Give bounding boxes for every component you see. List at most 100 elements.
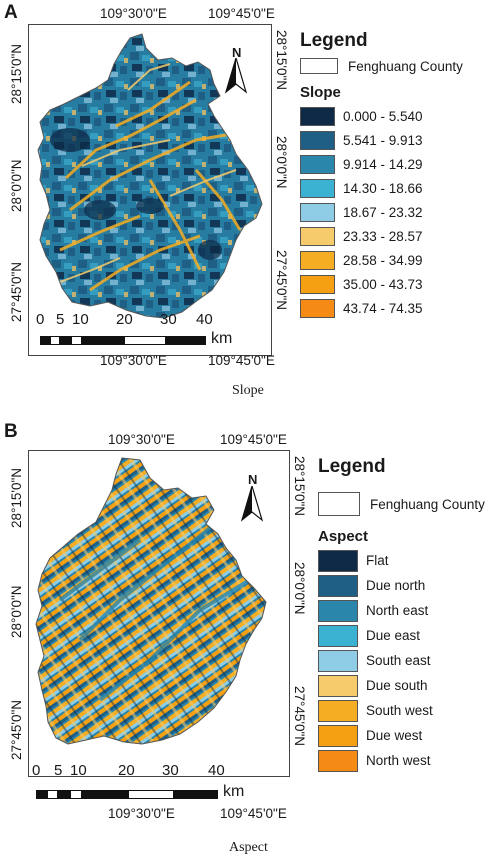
panel-a-legend-swatch: [300, 226, 335, 246]
panel-b-top-coord-2: 109°45'0"E: [220, 432, 287, 447]
panel-b-legend-label: Due east: [366, 628, 421, 643]
panel-b-legend-label: Flat: [366, 553, 389, 568]
panel-b-caption: Aspect: [229, 840, 268, 855]
panel-b-legend-row: North east: [318, 599, 496, 622]
panel-a-scale-bar: [40, 336, 206, 345]
panel-a-boundary-swatch: [300, 58, 338, 74]
panel-a-legend-swatch: [300, 130, 335, 150]
panel-b-bottom-coord-1: 109°30'0"E: [108, 806, 175, 821]
panel-a-legend-swatch: [300, 202, 335, 222]
panel-b-legend-row: Due south: [318, 674, 496, 697]
panel-b-legend-label: North east: [366, 603, 429, 618]
panel-b-legend-subtitle: Aspect: [318, 528, 369, 545]
panel-a-north-arrow-icon: [224, 58, 248, 94]
panel-a-legend-label: 0.000 - 5.540: [343, 108, 423, 124]
panel-b-legend-swatch: [318, 649, 358, 672]
panel-b-scale-tick-40: 40: [208, 762, 225, 779]
panel-a-legend-swatch: [300, 274, 335, 294]
panel-b-legend-row: Flat: [318, 549, 496, 572]
panel-a-legend-row: 43.74 - 74.35: [300, 297, 490, 319]
panel-a-boundary-label: Fenghuang County: [348, 58, 463, 74]
panel-a-legend-label: 14.30 - 18.66: [343, 180, 423, 196]
panel-b-legend-label: Due south: [366, 678, 428, 693]
panel-a-legend-label: 23.33 - 28.57: [343, 228, 423, 244]
panel-a-legend-title: Legend: [300, 30, 368, 51]
panel-a-legend-label: 43.74 - 74.35: [343, 300, 423, 316]
panel-b-north-arrow-icon: [240, 486, 264, 522]
panel-a-letter: A: [4, 2, 18, 23]
panel-b-legend-swatch: [318, 699, 358, 722]
panel-b-north-label: N: [248, 472, 258, 487]
panel-b-legend-row: North west: [318, 749, 496, 772]
panel-b-legend-swatch: [318, 624, 358, 647]
panel-b-legend-swatch: [318, 724, 358, 747]
panel-a-legend-label: 18.67 - 23.32: [343, 204, 423, 220]
panel-a-north-label: N: [232, 45, 242, 60]
panel-a-legend-swatch: [300, 250, 335, 270]
panel-b-boundary-swatch: [318, 492, 360, 516]
panel-a-legend-row: 5.541 - 9.913: [300, 129, 490, 151]
panel-a-legend-row: 35.00 - 43.73: [300, 273, 490, 295]
panel-a-legend-subtitle: Slope: [300, 84, 341, 101]
panel-b-letter: B: [4, 421, 18, 442]
panel-b-scale-tick-10: 10: [70, 762, 87, 779]
panel-a-legend-row: 14.30 - 18.66: [300, 177, 490, 199]
panel-a-top-coord-2: 109°45'0"E: [208, 6, 275, 21]
panel-b-legend-row: South west: [318, 699, 496, 722]
panel-a-scale-tick-10: 10: [72, 311, 89, 328]
panel-a-top-coord-1: 109°30'0"E: [100, 6, 167, 21]
panel-a-caption: Slope: [232, 383, 264, 398]
panel-b-legend-label: Due north: [366, 578, 426, 593]
panel-a-scale-tick-30: 30: [160, 311, 177, 328]
panel-b-scale-bar: [36, 790, 218, 799]
panel-b-legend-row: Due north: [318, 574, 496, 597]
panel-b-boundary-label: Fenghuang County: [370, 496, 485, 512]
panel-a-legend-row: 18.67 - 23.32: [300, 201, 490, 223]
panel-a-legend-label: 9.914 - 14.29: [343, 156, 423, 172]
panel-a-legend: Legend Fenghuang County Slope 0.000 - 5.…: [300, 30, 490, 321]
panel-b-legend-row: South east: [318, 649, 496, 672]
panel-a-legend-row: 0.000 - 5.540: [300, 105, 490, 127]
panel-a-legend-label: 5.541 - 9.913: [343, 132, 423, 148]
panel-b-top-coord-1: 109°30'0"E: [108, 432, 175, 447]
panel-a-scale-tick-40: 40: [196, 311, 213, 328]
panel-b-legend-swatch: [318, 749, 358, 772]
panel-b-legend-title: Legend: [318, 456, 386, 477]
panel-b-bottom-coord-2: 109°45'0"E: [220, 806, 287, 821]
panel-b-legend-row: Due west: [318, 724, 496, 747]
panel-b-scale-unit: km: [223, 783, 245, 800]
panel-b-scale-tick-30: 30: [162, 762, 179, 779]
panel-a-bottom-coord-1: 109°30'0"E: [100, 353, 167, 368]
panel-b-legend-swatch: [318, 599, 358, 622]
panel-a-legend-row: 9.914 - 14.29: [300, 153, 490, 175]
panel-b-legend-label: Due west: [366, 728, 423, 743]
panel-b-scale-tick-20: 20: [118, 762, 135, 779]
panel-a-legend-swatch: [300, 154, 335, 174]
panel-b-scale-tick-0: 0: [32, 762, 41, 779]
panel-a-bottom-coord-2: 109°45'0"E: [208, 353, 275, 368]
panel-a-scale-tick-0: 0: [36, 311, 45, 328]
panel-b-legend: Legend Fenghuang County Aspect Flat Due n…: [318, 456, 496, 774]
panel-b-legend-label: South east: [366, 653, 431, 668]
panel-b-legend-label: South west: [366, 703, 433, 718]
panel-a-slope-map: [37, 33, 263, 319]
panel-b-legend-label: North west: [366, 753, 431, 768]
panel-a-legend-row: 23.33 - 28.57: [300, 225, 490, 247]
panel-a-scale-unit: km: [211, 330, 233, 347]
panel-a-legend-swatch: [300, 298, 335, 318]
panel-b-legend-swatch: [318, 549, 358, 572]
panel-a-scale-tick-5: 5: [56, 311, 65, 328]
panel-b-legend-row: Due east: [318, 624, 496, 647]
panel-b-legend-swatch: [318, 674, 358, 697]
panel-b-legend-classes: Flat Due north North east Due east South eas…: [318, 549, 496, 772]
panel-a-legend-swatch: [300, 178, 335, 198]
panel-a-legend-classes: 0.000 - 5.540 5.541 - 9.913 9.914 - 14.29 1…: [300, 105, 490, 319]
panel-a-scale-tick-20: 20: [116, 311, 133, 328]
panel-a-legend-label: 35.00 - 43.73: [343, 276, 423, 292]
panel-a-legend-swatch: [300, 106, 335, 126]
panel-a-legend-label: 28.58 - 34.99: [343, 252, 423, 268]
panel-b-legend-swatch: [318, 574, 358, 597]
panel-b-scale-tick-5: 5: [54, 762, 63, 779]
panel-a-legend-row: 28.58 - 34.99: [300, 249, 490, 271]
